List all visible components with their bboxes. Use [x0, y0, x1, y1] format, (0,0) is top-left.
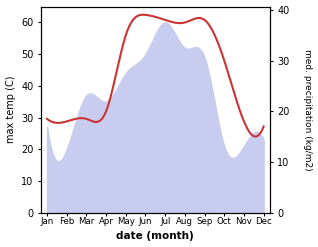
Y-axis label: med. precipitation (kg/m2): med. precipitation (kg/m2)	[303, 49, 313, 170]
Y-axis label: max temp (C): max temp (C)	[5, 76, 16, 144]
X-axis label: date (month): date (month)	[116, 231, 194, 242]
